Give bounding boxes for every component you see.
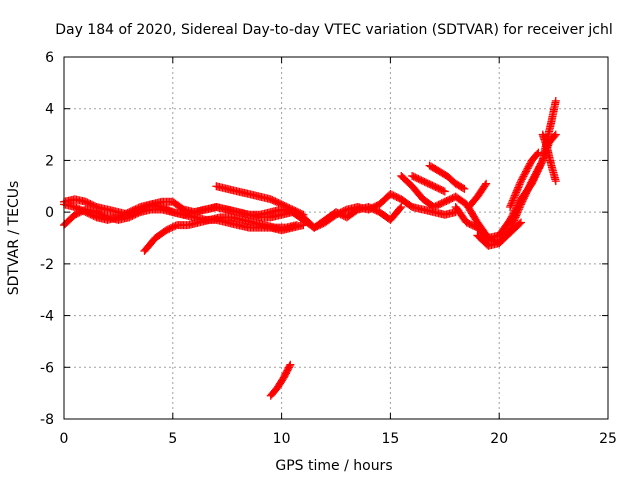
data-point-marker xyxy=(550,131,559,140)
grid-lines xyxy=(64,57,608,419)
plot-frame xyxy=(63,56,609,420)
data-point-marker xyxy=(285,362,294,371)
data-point-marker xyxy=(482,179,491,188)
tick-labels: 0 5 10 15 20 25 -8 -6 -4 -2 0 2 4 6 xyxy=(40,50,617,447)
x-tick-label: 15 xyxy=(381,431,399,447)
data-point-marker xyxy=(299,210,308,219)
data-point-marker xyxy=(481,181,490,190)
y-axis-label: SDTVAR / TECUs xyxy=(6,181,22,296)
series-track-d xyxy=(140,213,301,255)
axis-ticks xyxy=(63,56,609,420)
data-point-marker xyxy=(551,130,560,139)
data-point-marker xyxy=(440,187,449,196)
data-point-marker xyxy=(515,219,524,228)
y-tick-label: -8 xyxy=(40,412,54,428)
x-tick-label: 25 xyxy=(599,431,617,447)
series-track-e xyxy=(212,182,308,219)
data-point-marker xyxy=(397,202,406,211)
series-track-f xyxy=(266,360,295,400)
data-point-marker xyxy=(439,186,448,195)
y-tick-label: -4 xyxy=(40,309,54,325)
data-point-marker xyxy=(286,360,295,369)
series-track-j xyxy=(408,171,449,196)
series-track-n xyxy=(506,148,543,211)
data-point-marker xyxy=(533,149,542,158)
x-axis-label: GPS time / hours xyxy=(275,458,392,474)
y-tick-label: -2 xyxy=(40,257,54,273)
chart-title: Day 184 of 2020, Sidereal Day-to-day VTE… xyxy=(55,22,613,38)
x-tick-label: 10 xyxy=(273,431,291,447)
data-point-marker xyxy=(458,184,467,193)
series-track-m xyxy=(464,179,491,211)
data-point-marker xyxy=(396,204,405,213)
series-track-i xyxy=(425,161,469,193)
data-point-marker xyxy=(297,209,306,218)
x-tick-label: 5 xyxy=(168,431,177,447)
data-point-marker xyxy=(516,218,525,227)
y-tick-label: 2 xyxy=(45,153,54,169)
series-track-o xyxy=(538,130,560,186)
y-tick-label: -6 xyxy=(40,360,54,376)
y-tick-label: 0 xyxy=(45,205,54,221)
series-track-k xyxy=(451,96,560,242)
data-point-marker xyxy=(460,184,469,193)
data-points xyxy=(60,96,560,400)
data-point-marker xyxy=(551,177,560,186)
series-track-g xyxy=(310,202,406,232)
data-point-marker xyxy=(534,148,543,157)
y-tick-label: 6 xyxy=(45,50,54,66)
data-point-marker xyxy=(292,221,301,230)
series-track-l xyxy=(473,130,560,250)
x-tick-label: 0 xyxy=(60,431,69,447)
data-point-marker xyxy=(551,96,560,105)
x-tick-label: 20 xyxy=(490,431,508,447)
y-tick-label: 4 xyxy=(45,102,54,118)
